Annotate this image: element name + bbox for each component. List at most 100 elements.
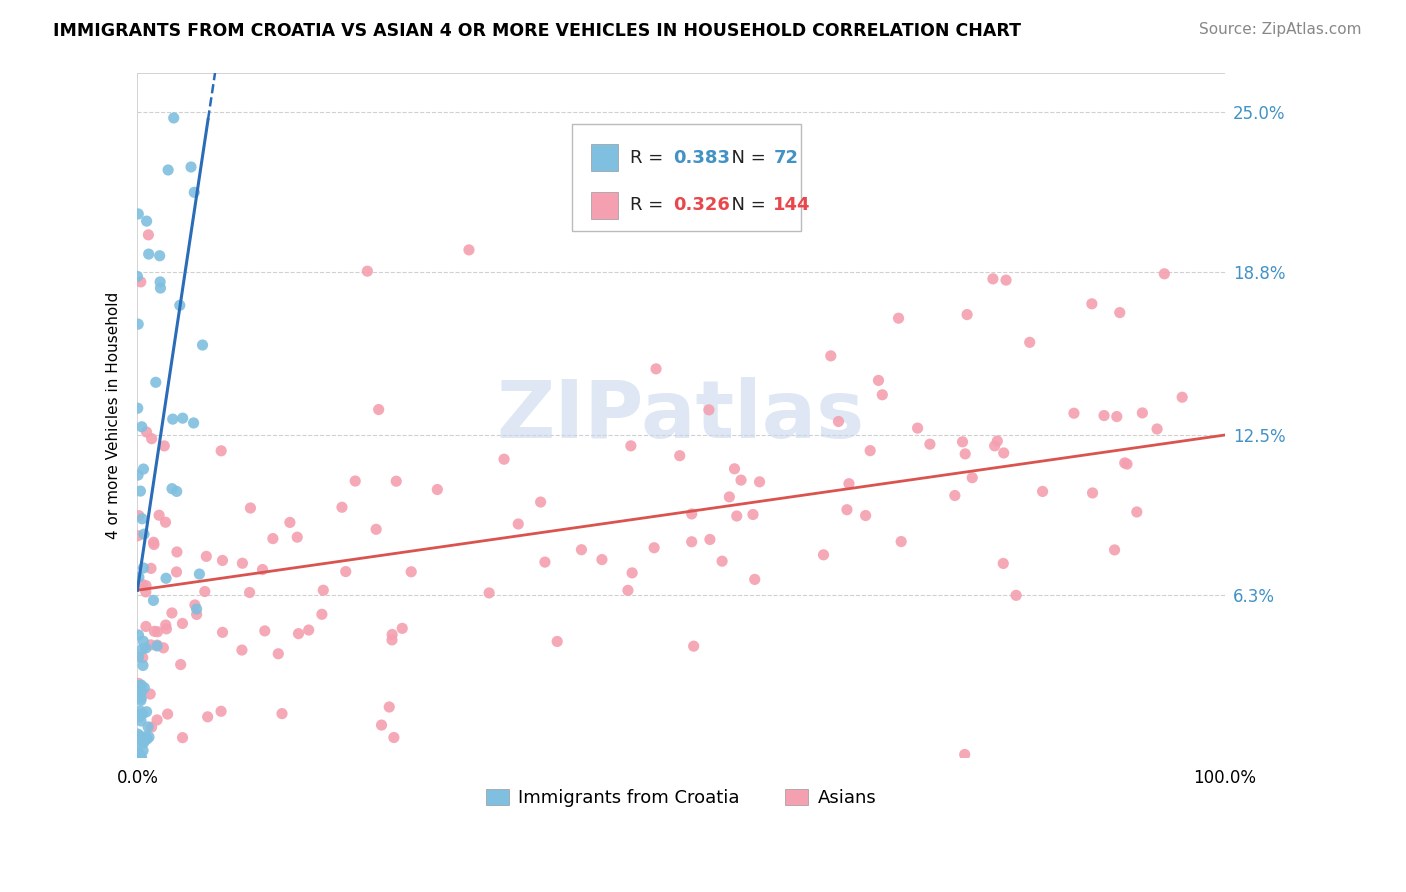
Point <box>458 243 481 257</box>
Point <box>330 500 353 515</box>
Point <box>134 681 156 695</box>
Point <box>1171 390 1194 404</box>
FancyBboxPatch shape <box>591 144 617 171</box>
Point <box>953 747 976 762</box>
Point <box>186 602 208 616</box>
Point <box>907 421 929 435</box>
Point <box>820 349 842 363</box>
Point <box>344 474 367 488</box>
Point <box>132 735 155 749</box>
Point <box>311 607 333 622</box>
Point <box>127 682 149 697</box>
Text: Source: ZipAtlas.com: Source: ZipAtlas.com <box>1198 22 1361 37</box>
Point <box>135 214 157 228</box>
Point <box>1018 335 1040 350</box>
Point <box>129 714 152 728</box>
Point <box>298 623 321 637</box>
Point <box>953 447 976 461</box>
Point <box>129 691 152 706</box>
Text: IMMIGRANTS FROM CROATIA VS ASIAN 4 OR MORE VEHICLES IN HOUSEHOLD CORRELATION CHA: IMMIGRANTS FROM CROATIA VS ASIAN 4 OR MO… <box>53 22 1021 40</box>
Point <box>209 443 232 458</box>
Point <box>993 446 1015 460</box>
Point <box>956 308 979 322</box>
Point <box>131 642 153 657</box>
Point <box>367 402 389 417</box>
Point <box>943 489 966 503</box>
Point <box>287 626 309 640</box>
Point <box>128 747 150 761</box>
Point <box>186 607 208 622</box>
Point <box>209 704 232 718</box>
Point <box>195 549 218 564</box>
Point <box>155 622 177 636</box>
Point <box>643 541 665 555</box>
Point <box>127 727 149 741</box>
Point <box>128 747 150 762</box>
Point <box>335 565 357 579</box>
Point <box>1032 484 1054 499</box>
Point <box>872 388 894 402</box>
Point <box>145 376 167 390</box>
Point <box>127 676 149 690</box>
Text: N =: N = <box>720 149 772 167</box>
Point <box>681 507 703 521</box>
Point <box>128 681 150 696</box>
Point <box>162 412 184 426</box>
Point <box>426 483 449 497</box>
Point <box>952 434 974 449</box>
Point <box>546 634 568 648</box>
Point <box>711 554 734 568</box>
Point <box>682 639 704 653</box>
Point <box>128 731 150 746</box>
Point <box>742 508 765 522</box>
Point <box>132 634 155 648</box>
Point <box>993 557 1015 571</box>
Point <box>1092 409 1115 423</box>
Point <box>183 416 205 430</box>
Text: 0.383: 0.383 <box>673 149 730 167</box>
Point <box>723 462 745 476</box>
Point <box>142 535 165 549</box>
Point <box>139 687 162 701</box>
Point <box>184 598 207 612</box>
Point <box>132 527 155 541</box>
Text: 144: 144 <box>773 196 811 214</box>
Point <box>887 311 910 326</box>
Point <box>160 482 183 496</box>
Point <box>135 619 157 633</box>
Point <box>1116 457 1139 471</box>
Legend: Immigrants from Croatia, Asians: Immigrants from Croatia, Asians <box>478 781 883 814</box>
Point <box>155 618 177 632</box>
Point <box>391 621 413 635</box>
Point <box>1126 505 1149 519</box>
Point <box>146 639 169 653</box>
Point <box>983 439 1005 453</box>
Point <box>1081 486 1104 500</box>
Point <box>699 533 721 547</box>
Text: R =: R = <box>630 149 669 167</box>
Point <box>152 640 174 655</box>
Point <box>155 515 177 529</box>
Point <box>748 475 770 489</box>
Point <box>995 273 1018 287</box>
Point <box>188 567 211 582</box>
Point <box>135 585 157 599</box>
Point <box>239 585 262 599</box>
Point <box>128 690 150 705</box>
Text: R =: R = <box>630 196 669 214</box>
Point <box>197 710 219 724</box>
Point <box>253 624 276 638</box>
Point <box>1146 422 1168 436</box>
Point <box>157 163 180 178</box>
FancyBboxPatch shape <box>572 124 800 231</box>
Point <box>382 731 405 745</box>
Point <box>163 111 186 125</box>
Point <box>135 730 157 744</box>
Point <box>530 495 553 509</box>
Point <box>131 684 153 698</box>
Point <box>156 707 179 722</box>
Point <box>571 542 593 557</box>
Point <box>146 713 169 727</box>
Point <box>494 452 516 467</box>
Point <box>129 704 152 718</box>
